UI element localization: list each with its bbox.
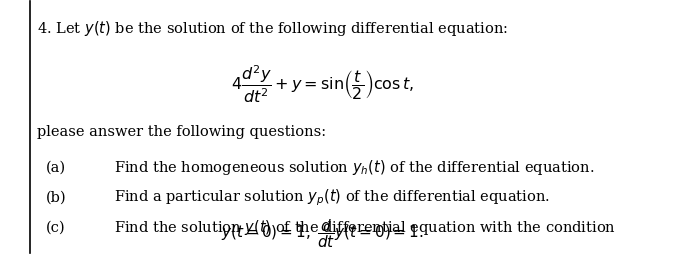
Text: Find the solution $y(t)$ of the differential equation with the condition: Find the solution $y(t)$ of the differen… [114,218,616,237]
Text: (c): (c) [46,220,66,234]
Text: Find the homogeneous solution $y_h(t)$ of the differential equation.: Find the homogeneous solution $y_h(t)$ o… [114,158,594,177]
Text: 4. Let $y(t)$ be the solution of the following differential equation:: 4. Let $y(t)$ be the solution of the fol… [36,19,507,38]
Text: $y(t=0) = 1,\; \dfrac{d}{dt}y(t=0) = 1.$: $y(t=0) = 1,\; \dfrac{d}{dt}y(t=0) = 1.$ [221,217,424,250]
Text: please answer the following questions:: please answer the following questions: [36,125,326,139]
Text: Find a particular solution $y_p(t)$ of the differential equation.: Find a particular solution $y_p(t)$ of t… [114,187,550,208]
Text: (b): (b) [46,190,66,204]
Text: (a): (a) [46,160,66,174]
Text: $4\dfrac{d^2y}{dt^2} + y = \sin\!\left(\dfrac{t}{2}\right)\cos t,$: $4\dfrac{d^2y}{dt^2} + y = \sin\!\left(\… [231,64,414,105]
